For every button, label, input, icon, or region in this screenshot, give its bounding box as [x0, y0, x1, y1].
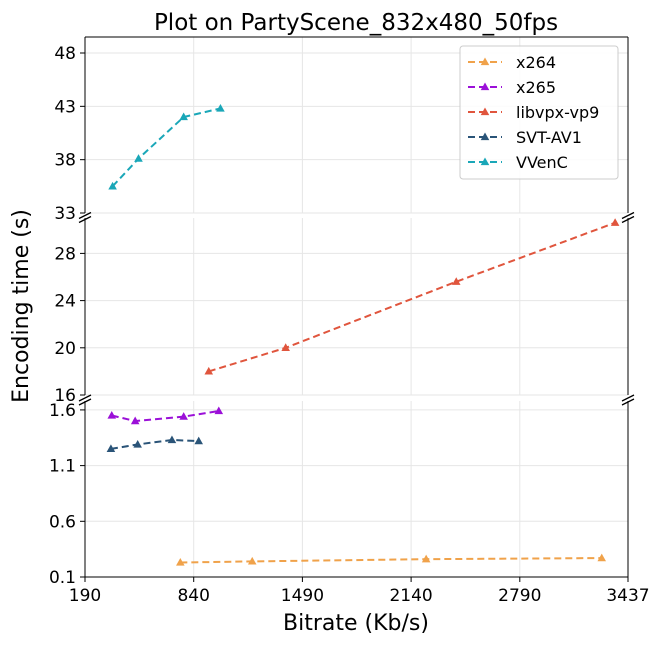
y-tick-label: 28: [54, 244, 76, 264]
series-vvenc: [108, 103, 225, 190]
y-tick-label: 1.1: [49, 457, 76, 477]
legend-label: VVenC: [516, 153, 568, 172]
series-svt-av1: [106, 435, 203, 453]
legend-box: [459, 45, 619, 180]
legend-swatch-marker: [480, 57, 490, 66]
series-line: [111, 107, 221, 188]
data-point: [214, 406, 224, 415]
data-point: [247, 556, 257, 565]
data-point: [204, 366, 214, 375]
series-line: [110, 438, 199, 450]
series-line: [111, 410, 219, 423]
data-point: [421, 554, 431, 563]
legend-swatch-marker: [480, 132, 490, 141]
y-tick-label: 20: [54, 339, 76, 359]
x-axis-title: Bitrate (Kb/s): [283, 611, 429, 636]
series-libvpx-vp9: [204, 218, 620, 375]
y-axis-title: Encoding time (s): [9, 209, 34, 403]
axis-break-mark: [78, 394, 92, 402]
axis-break-mark: [78, 215, 92, 224]
y-tick-label: 38: [54, 151, 76, 171]
x-tick-label: 840: [177, 586, 209, 606]
legend-label: x264: [516, 53, 556, 72]
data-point: [107, 410, 117, 419]
data-point: [216, 103, 225, 112]
data-point: [176, 558, 185, 566]
data-point: [281, 343, 290, 351]
axis-break-mark: [621, 398, 635, 406]
data-point: [179, 412, 188, 420]
axis-break-mark: [621, 211, 635, 220]
y-tick-label: 0.6: [49, 512, 76, 532]
axis-break-mark: [78, 211, 92, 220]
chart-title: Plot on PartyScene_832x480_50fps: [154, 10, 558, 36]
legend-label: SVT-AV1: [516, 128, 582, 147]
series-line: [208, 221, 616, 373]
y-tick-label: 33: [54, 204, 76, 224]
legend-swatch-marker: [480, 107, 490, 116]
series-line: [180, 557, 602, 564]
legend-item: VVenC: [468, 153, 568, 172]
axis-break-mark: [78, 398, 92, 406]
axis-break-mark: [621, 394, 635, 402]
x-tick-label: 190: [69, 586, 101, 606]
y-tick-label: 24: [54, 292, 76, 312]
legend-item: x265: [468, 78, 556, 97]
y-tick-label: 0.1: [49, 568, 76, 588]
series-x265: [107, 406, 224, 425]
data-point: [597, 553, 607, 562]
tick-layer: 33 38 43 48 16 20 24 28 0.1 0.6 1.1 1.6 190 840 1490 21…: [49, 44, 650, 606]
legend-item: libvpx-vp9: [468, 103, 599, 122]
legend: x264 x265 libvpx-vp9 SVT-AV1 VVenC: [459, 45, 619, 180]
data-point: [130, 416, 140, 425]
x-tick-label: 1490: [281, 586, 324, 606]
series-x264: [176, 553, 607, 566]
data-point: [167, 435, 177, 444]
x-tick-label: 2140: [389, 586, 432, 606]
data-point: [194, 436, 203, 445]
data-point: [451, 277, 461, 285]
y-tick-label: 16: [54, 386, 76, 406]
data-point: [106, 444, 116, 453]
frame-layer: [78, 36, 635, 578]
series-layer: [106, 103, 620, 566]
data-point: [134, 154, 143, 162]
legend-item: SVT-AV1: [468, 128, 582, 147]
legend-swatch-marker: [480, 157, 490, 166]
y-tick-label: 43: [54, 97, 76, 117]
data-point: [108, 181, 117, 190]
legend-label: libvpx-vp9: [516, 103, 599, 122]
data-point: [610, 218, 620, 226]
y-tick-label: 1.6: [49, 401, 76, 421]
y-tick-label: 48: [54, 44, 76, 64]
legend-swatch-marker: [480, 82, 490, 91]
data-point: [179, 112, 188, 121]
data-point: [133, 439, 142, 448]
legend-label: x265: [516, 78, 556, 97]
legend-item: x264: [468, 53, 556, 72]
x-tick-label: 3437: [606, 586, 649, 606]
x-tick-label: 2790: [498, 586, 541, 606]
axis-break-mark: [621, 215, 635, 224]
